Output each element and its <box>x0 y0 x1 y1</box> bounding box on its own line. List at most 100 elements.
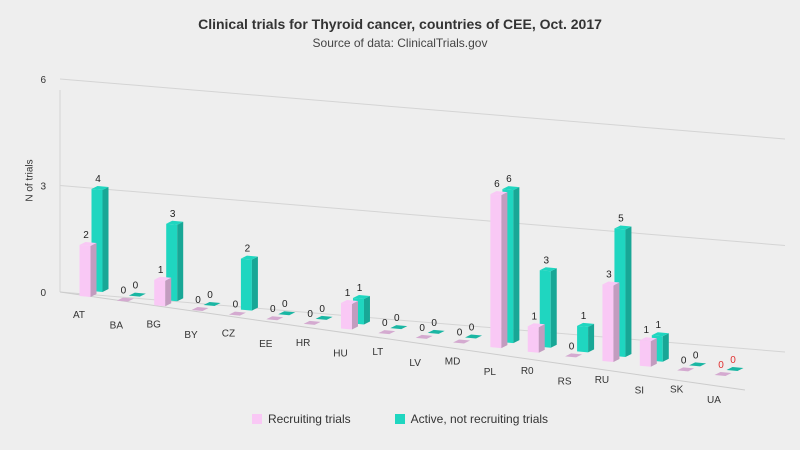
x-tick-label: HR <box>296 338 310 349</box>
bar-side <box>625 226 632 358</box>
bar-SK-recruiting[interactable] <box>677 367 695 372</box>
data-label: 2 <box>83 230 89 241</box>
bar-SK-active[interactable] <box>689 362 707 367</box>
bar-UA-active[interactable] <box>726 367 744 371</box>
bar-RU-recruiting[interactable] <box>602 281 620 363</box>
data-label: 3 <box>606 270 612 281</box>
legend-label-recruiting: Recruiting trials <box>267 412 351 426</box>
data-label: 0 <box>730 355 736 366</box>
data-label: 3 <box>170 209 176 220</box>
bar-top <box>577 322 595 327</box>
bar-HR-recruiting[interactable] <box>303 320 321 325</box>
bar-slab <box>303 320 321 325</box>
data-label: 6 <box>494 179 500 190</box>
bar-BA-active[interactable] <box>128 292 146 297</box>
bar-UA-recruiting[interactable] <box>714 372 732 376</box>
x-tick-label: R0 <box>521 366 534 377</box>
bar-side <box>90 243 97 297</box>
bar-side <box>177 221 184 302</box>
bar-top <box>79 242 97 246</box>
bar-CZ-active[interactable] <box>240 255 258 311</box>
bar-slab <box>415 334 433 339</box>
data-label: 0 <box>419 323 425 334</box>
bar-HU-recruiting[interactable] <box>340 300 358 330</box>
x-tick-label: BA <box>110 321 124 332</box>
bar-SI-recruiting[interactable] <box>639 337 657 367</box>
bar-top <box>651 332 669 337</box>
data-label: 0 <box>307 309 313 320</box>
chart-title: Clinical trials for Thyroid cancer, coun… <box>198 16 602 32</box>
bar-top <box>91 186 109 190</box>
data-label: 0 <box>195 295 201 306</box>
bar-slab <box>465 334 483 339</box>
bar-face <box>154 279 166 307</box>
bar-face <box>602 284 614 363</box>
bar-EE-active[interactable] <box>278 311 296 316</box>
bar-HR-active[interactable] <box>315 315 333 320</box>
legend-item-active[interactable]: Active, not recruiting trials <box>394 412 549 426</box>
bar-face <box>639 340 651 367</box>
legend-item-recruiting[interactable]: Recruiting trials <box>251 412 351 426</box>
data-label: 0 <box>121 286 127 297</box>
bar-MD-recruiting[interactable] <box>453 339 471 344</box>
y-tick-label: 6 <box>40 75 46 86</box>
x-tick-label: EE <box>259 339 273 350</box>
bar-BY-active[interactable] <box>203 301 221 306</box>
x-tick-label: PL <box>484 367 497 378</box>
bar-LT-active[interactable] <box>390 325 408 330</box>
bar-MD-active[interactable] <box>465 334 483 339</box>
bar-CZ-recruiting[interactable] <box>228 311 246 316</box>
bar-slab <box>315 315 333 320</box>
data-label: 1 <box>357 283 363 294</box>
legend-label-active: Active, not recruiting trials <box>410 412 549 426</box>
bar-BG-recruiting[interactable] <box>154 276 172 307</box>
bar-slab <box>565 353 583 358</box>
bar-face <box>240 258 252 311</box>
x-tick-label: CZ <box>222 329 235 340</box>
data-label: 0 <box>233 300 239 311</box>
bar-face <box>527 326 539 353</box>
bar-BA-recruiting[interactable] <box>116 297 134 302</box>
bar-side <box>613 282 620 363</box>
bar-side <box>550 268 557 348</box>
bar-slab <box>278 311 296 316</box>
bar-side <box>650 338 657 367</box>
bar-side <box>588 323 595 353</box>
bar-RS-active[interactable] <box>577 322 595 353</box>
bar-RS-recruiting[interactable] <box>565 353 583 358</box>
bar-top <box>527 323 545 328</box>
bar-PL-recruiting[interactable] <box>490 191 508 349</box>
bar-R0-active[interactable] <box>539 267 557 348</box>
floor-line <box>59 291 746 391</box>
bar-AT-recruiting[interactable] <box>79 242 97 297</box>
data-label: 0 <box>469 322 475 333</box>
data-label: 0 <box>394 313 400 324</box>
legend-swatch-recruiting <box>251 414 262 424</box>
y-tick-label: 3 <box>40 182 46 193</box>
bar-R0-recruiting[interactable] <box>527 323 545 353</box>
bar-side <box>251 256 258 311</box>
bar-slab <box>689 362 707 367</box>
data-label: 0 <box>270 304 276 315</box>
chart-subtitle: Source of data: ClinicalTrials.gov <box>312 36 488 50</box>
bar-EE-recruiting[interactable] <box>266 316 284 321</box>
bar-face <box>79 245 91 297</box>
x-tick-label: LT <box>372 347 383 358</box>
bar-side <box>165 277 172 307</box>
data-label: 4 <box>95 174 101 185</box>
data-label: 0 <box>457 327 463 338</box>
bar-BY-recruiting[interactable] <box>191 306 209 311</box>
data-label: 0 <box>319 304 325 315</box>
legend: Recruiting trials Active, not recruiting… <box>0 412 800 426</box>
data-label: 2 <box>245 244 251 255</box>
bar-LV-recruiting[interactable] <box>415 334 433 339</box>
bar-LT-recruiting[interactable] <box>378 330 396 335</box>
x-tick-label: BG <box>146 319 161 330</box>
bar-LV-active[interactable] <box>427 329 445 334</box>
data-label: 0 <box>569 341 575 352</box>
bar-side <box>538 324 545 353</box>
x-tick-label: UA <box>707 395 721 406</box>
bar-side <box>351 301 358 330</box>
